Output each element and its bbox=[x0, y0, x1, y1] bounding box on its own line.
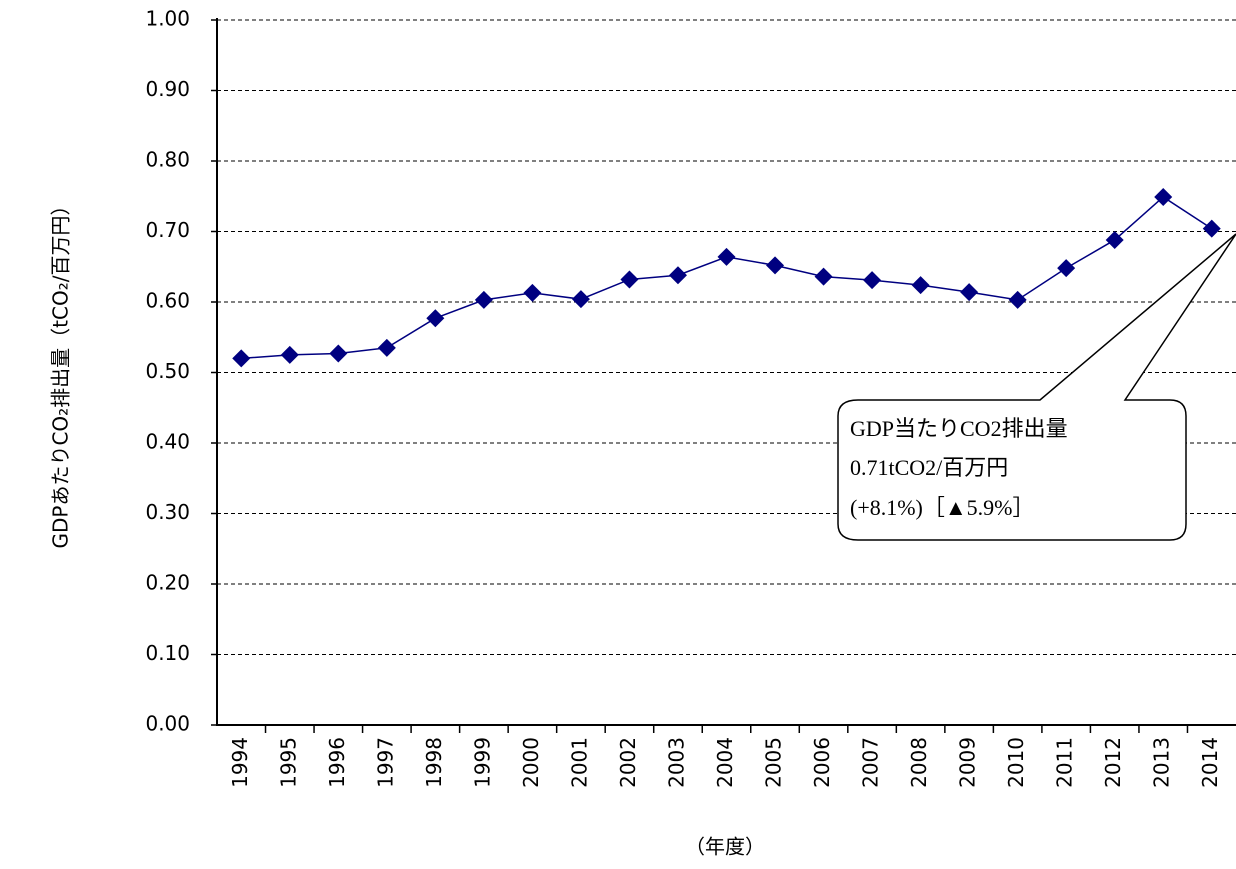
x-tick-label: 1994 bbox=[228, 737, 252, 788]
y-tick-label: 0.80 bbox=[145, 148, 190, 172]
x-tick-label: 2002 bbox=[616, 737, 640, 788]
x-tick-label: 2007 bbox=[859, 737, 883, 788]
x-tick-label: 2004 bbox=[713, 737, 737, 788]
marker bbox=[232, 349, 251, 368]
series-line bbox=[241, 196, 1213, 360]
marker bbox=[474, 290, 493, 309]
marker bbox=[329, 344, 348, 363]
x-axis-label: （年度） bbox=[685, 835, 765, 859]
y-tick-label: 0.70 bbox=[145, 218, 190, 242]
marker bbox=[1105, 230, 1124, 249]
x-tick-label: 1998 bbox=[422, 737, 446, 788]
y-tick-label: 0.50 bbox=[145, 359, 190, 383]
marker bbox=[1057, 259, 1076, 278]
x-tick-label: 2003 bbox=[664, 737, 688, 788]
y-tick-label: 1.00 bbox=[145, 7, 190, 31]
x-tick-label: 2005 bbox=[762, 737, 786, 788]
plot bbox=[232, 187, 1221, 368]
marker bbox=[620, 270, 639, 289]
marker bbox=[863, 271, 882, 290]
y-tick-label: 0.00 bbox=[145, 712, 190, 736]
x-tick-label: 2001 bbox=[567, 737, 591, 788]
x-tick-label: 1999 bbox=[470, 737, 494, 788]
x-tick-label: 1996 bbox=[325, 737, 349, 788]
marker bbox=[280, 345, 299, 364]
marker bbox=[668, 266, 687, 285]
marker bbox=[523, 283, 542, 302]
x-tick-label: 2009 bbox=[956, 737, 980, 788]
y-tick-label: 0.20 bbox=[145, 571, 190, 595]
y-tick-label: 0.90 bbox=[145, 77, 190, 101]
callout-box bbox=[837, 233, 1236, 541]
marker bbox=[571, 290, 590, 309]
marker bbox=[1202, 219, 1221, 238]
y-tick-label: 0.60 bbox=[145, 289, 190, 313]
x-tick-label: 2011 bbox=[1053, 737, 1077, 788]
marker bbox=[377, 338, 396, 357]
x-tick-label: 2010 bbox=[1004, 737, 1028, 788]
x-tick-label: 1997 bbox=[373, 737, 397, 788]
marker bbox=[814, 267, 833, 286]
x-tick-label: 2012 bbox=[1101, 737, 1125, 788]
marker bbox=[766, 256, 785, 275]
marker bbox=[1008, 290, 1027, 309]
marker bbox=[426, 309, 445, 328]
x-tick-label: 1995 bbox=[276, 737, 300, 788]
x-tick-label: 2014 bbox=[1198, 737, 1222, 788]
x-tick-label: 2006 bbox=[810, 737, 834, 788]
marker bbox=[717, 247, 736, 266]
y-axis-label: GDPあたりCO₂排出量（tCO₂/百万円） bbox=[49, 196, 73, 549]
x-tick-label: 2008 bbox=[907, 737, 931, 788]
annotation-line: (+8.1%)［▲5.9%］ bbox=[850, 495, 1035, 520]
marker bbox=[911, 276, 930, 295]
grid bbox=[217, 19, 1236, 655]
y-tick-label: 0.10 bbox=[145, 641, 190, 665]
callout: GDP当たりCO2排出量 0.71tCO2/百万円 (+8.1%)［▲5.9%］ bbox=[837, 233, 1236, 541]
y-tick-label: 0.30 bbox=[145, 500, 190, 524]
marker bbox=[960, 283, 979, 302]
x-tick-label: 2013 bbox=[1150, 737, 1174, 788]
y-tick-label: 0.40 bbox=[145, 430, 190, 454]
annotation-line: 0.71tCO2/百万円 bbox=[850, 455, 1008, 480]
marker bbox=[1154, 187, 1173, 206]
x-tick-label: 2000 bbox=[519, 737, 543, 788]
annotation-line: GDP当たりCO2排出量 bbox=[850, 416, 1068, 441]
